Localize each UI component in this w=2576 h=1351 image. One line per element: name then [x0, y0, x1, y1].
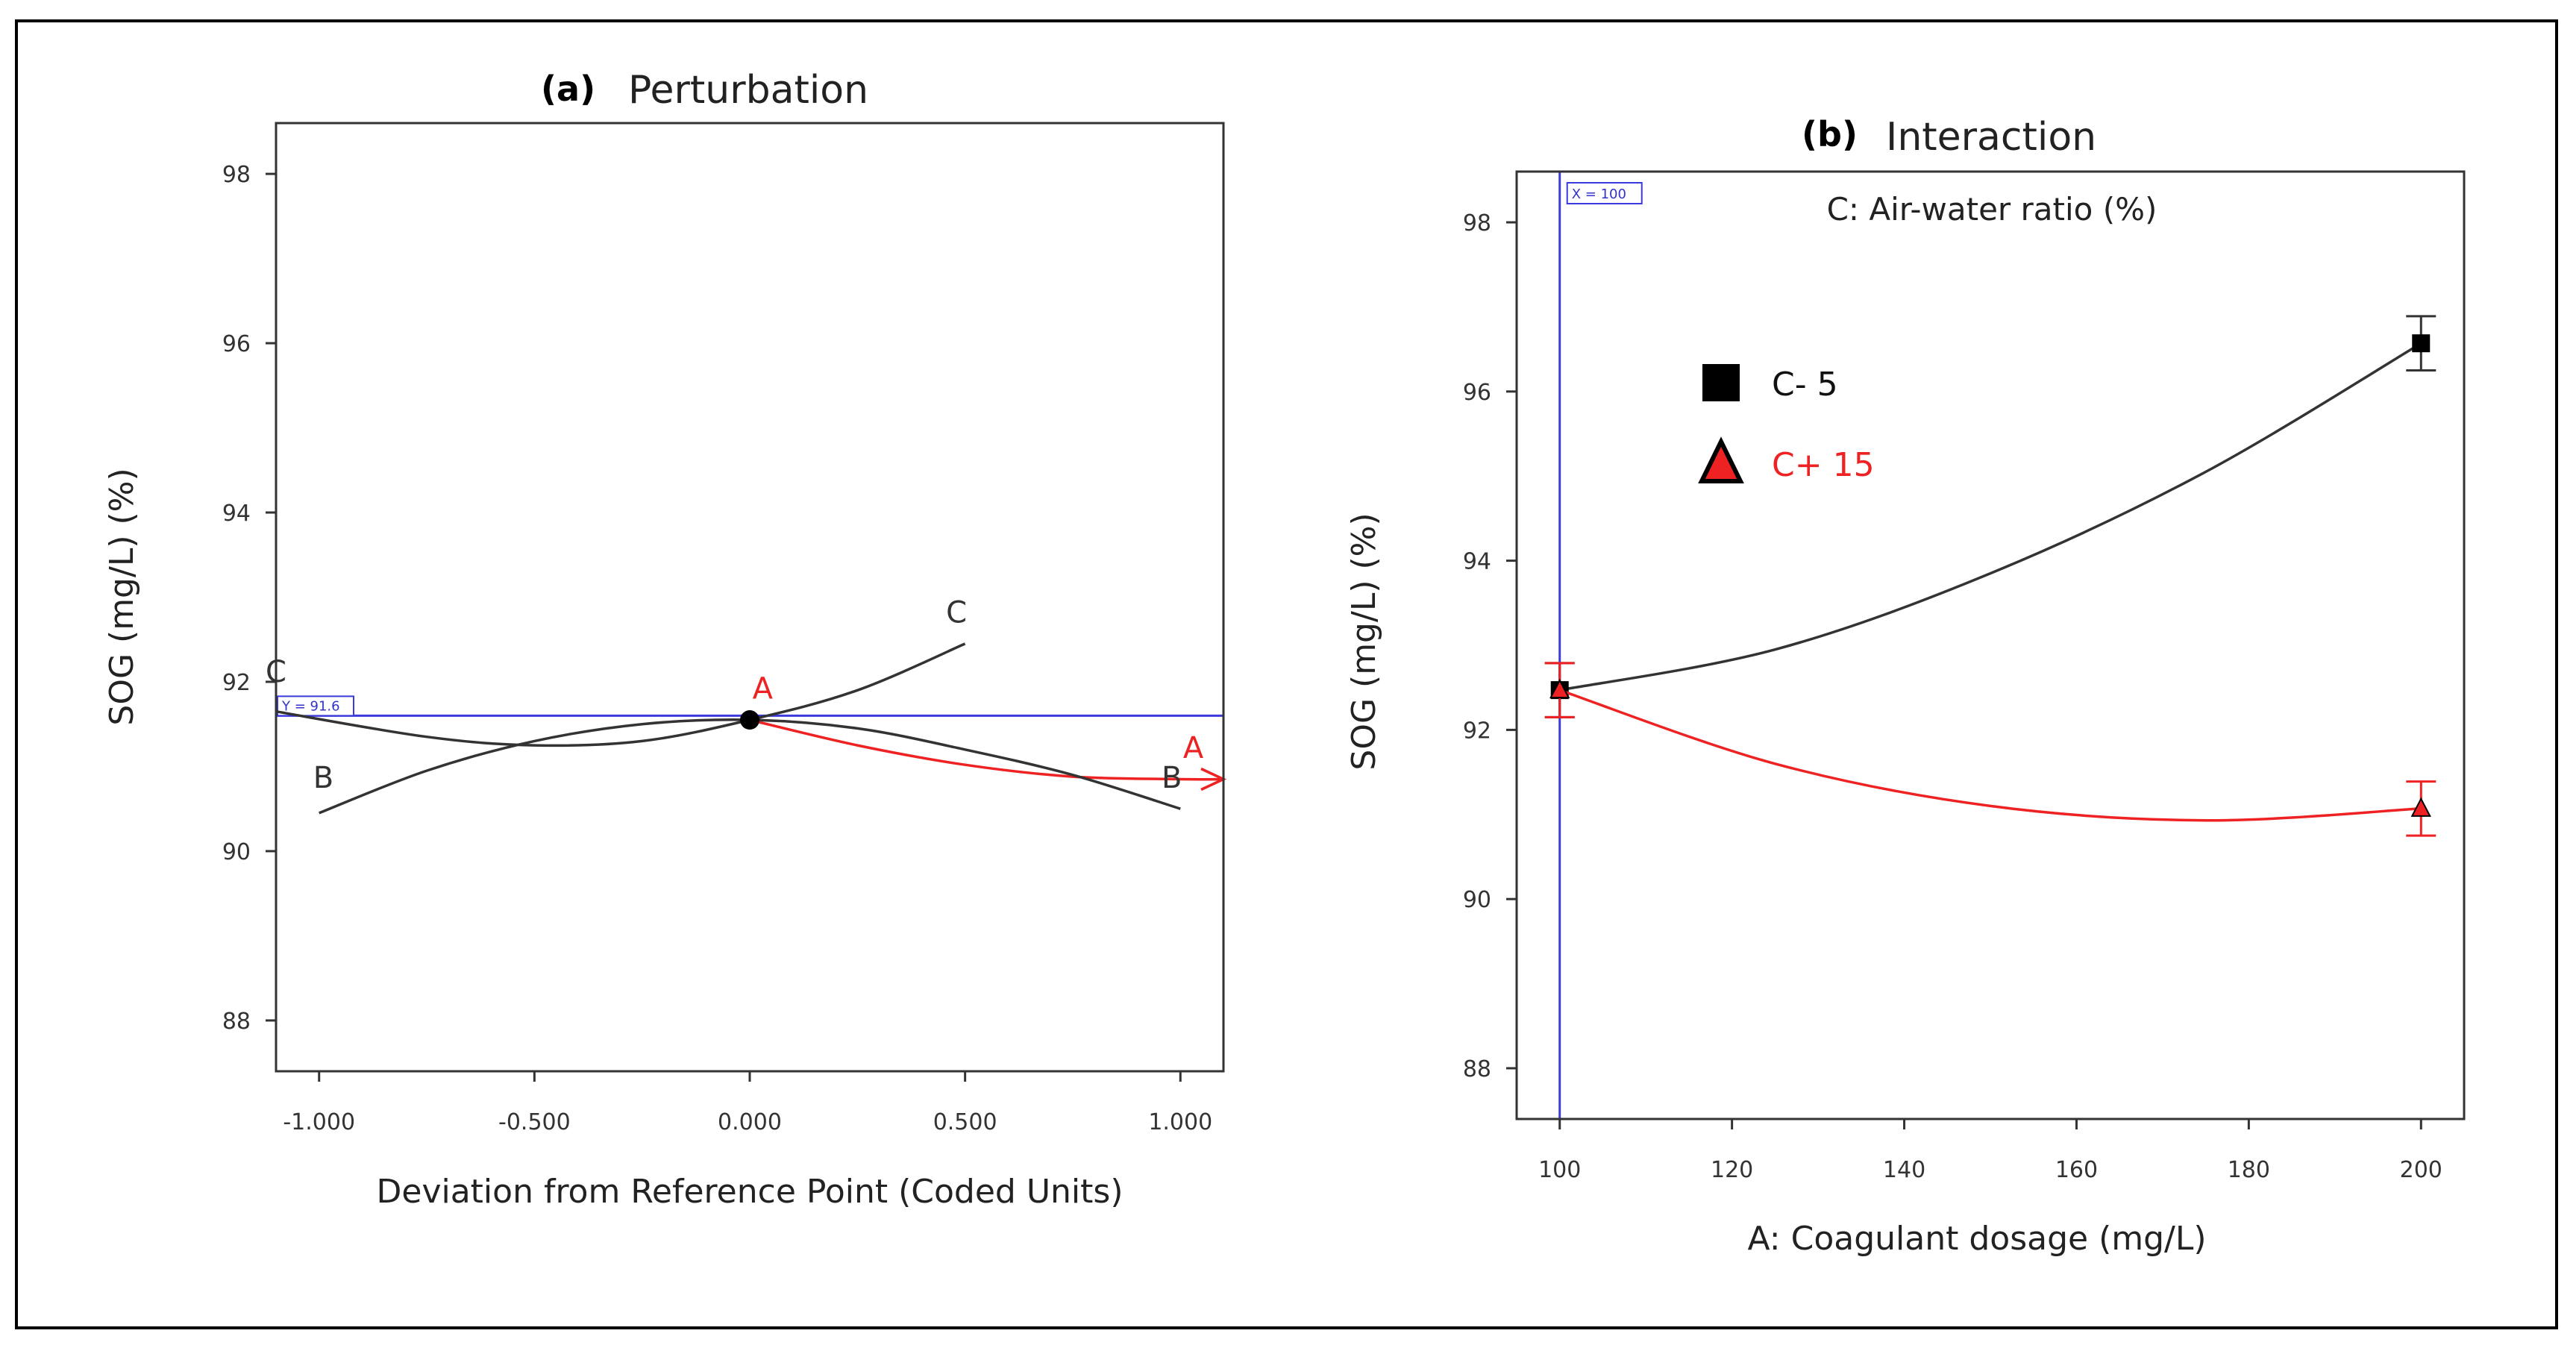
legend-marker-square — [1702, 364, 1740, 401]
panel-b-marker-triangle-0 — [1549, 678, 1570, 699]
panel-b-xtick-label-200: 200 — [2400, 1157, 2442, 1183]
figure-frame — [15, 19, 2558, 1329]
panel-b-plot-area — [1515, 170, 2466, 1120]
panel-b-subtitle: C: Air-water ratio (%) — [1827, 191, 2157, 228]
panel-a-curve-C — [275, 642, 966, 747]
panel-b-marker-square-1 — [2412, 334, 2431, 353]
panel-a-curve-label-A-2: A — [753, 672, 774, 706]
panel-a-curve-A — [749, 718, 1224, 781]
panel-a-reference-point — [740, 710, 759, 730]
panel-b-interaction: (b) Interaction C: Air-water ratio (%) S… — [1345, 114, 2466, 1258]
panel-b-marker-triangle-1 — [2410, 797, 2431, 817]
panel-a-curve-label-A-4: A — [1183, 731, 1204, 765]
panel-b-reference-label-box — [1566, 182, 1643, 204]
legend-label-c-minus: C- 5 — [1772, 366, 1838, 404]
panel-a-curve-label-B-1: B — [313, 761, 333, 795]
panel-a-curve-label-B-5: B — [1162, 761, 1182, 795]
panel-b-xtick-label-160: 160 — [2055, 1157, 2098, 1183]
panel-a-curve-B — [319, 718, 1181, 815]
panel-a-reference-label: Y = 91.6 — [281, 698, 340, 714]
panel-b-x-axis-label: A: Coagulant dosage (mg/L) — [1747, 1220, 2206, 1258]
panel-a-xtick-label-1.000: 1.000 — [1148, 1109, 1212, 1135]
panel-b-xtick-label-120: 120 — [1711, 1157, 1753, 1183]
panel-a-xtick-label--0.500: -0.500 — [498, 1109, 571, 1135]
panel-b-reference: X = 100 — [1558, 172, 1643, 1119]
panel-b-ytick-label-96: 96 — [1463, 380, 1491, 406]
panel-b-xtick-label-180: 180 — [2228, 1157, 2270, 1183]
panel-b-ytick-label-88: 88 — [1463, 1056, 1491, 1082]
panel-b-legend: C- 5 C+ 15 — [1698, 364, 1875, 484]
panel-b-ytick-label-92: 92 — [1463, 718, 1491, 744]
panel-b-title: Interaction — [1886, 115, 2096, 160]
panel-b-x-ticks: 100 120 140 160 180 200 — [1538, 1119, 2442, 1183]
panel-a-plot-area — [275, 122, 1225, 1073]
panel-a-ytick-label-94: 94 — [222, 501, 251, 527]
panel-b-tag: (b) — [1802, 114, 1858, 154]
panel-a-curve-label-C-3: C — [946, 596, 967, 630]
panel-b-curve-0 — [1559, 342, 2422, 692]
panel-b-series — [1544, 315, 2436, 837]
panel-a-series — [275, 642, 1227, 815]
legend-marker-triangle — [1698, 436, 1744, 483]
panel-a-reference-label-box — [277, 695, 354, 717]
panel-b-xtick-label-100: 100 — [1538, 1157, 1581, 1183]
panel-a-y-axis-label: SOG (mg/L) (%) — [103, 468, 141, 725]
panel-a-ytick-label-92: 92 — [222, 670, 251, 696]
legend-label-c-plus: C+ 15 — [1772, 446, 1875, 484]
panel-a-ytick-label-98: 98 — [222, 162, 251, 188]
panel-b-curve-1 — [1559, 689, 2422, 822]
panel-a-title: Perturbation — [628, 68, 868, 113]
panel-a-ytick-label-90: 90 — [222, 839, 251, 865]
panel-b-xtick-label-140: 140 — [1883, 1157, 1925, 1183]
panel-a-ytick-label-96: 96 — [222, 331, 251, 357]
panel-a-ytick-label-88: 88 — [222, 1009, 251, 1035]
panel-b-y-ticks: 88 90 92 94 96 98 — [1463, 210, 1517, 1082]
panel-a-xtick-label-0.000: 0.000 — [718, 1109, 782, 1135]
panel-a-x-ticks: -1.000 -0.500 0.000 0.500 1.000 — [283, 1071, 1212, 1135]
panel-b-ytick-label-90: 90 — [1463, 887, 1491, 913]
panel-b-y-axis-label: SOG (mg/L) (%) — [1345, 512, 1383, 770]
panel-b-ytick-label-98: 98 — [1463, 210, 1491, 236]
panel-b-reference-label: X = 100 — [1572, 186, 1626, 202]
panel-a-x-axis-label: Deviation from Reference Point (Coded Un… — [377, 1173, 1124, 1211]
panel-a-y-ticks: 88 90 92 94 96 98 — [222, 162, 276, 1035]
panel-a-xtick-label-0.500: 0.500 — [933, 1109, 997, 1135]
panel-a-perturbation: (a) Perturbation SOG (mg/L) (%) Deviatio… — [103, 68, 1227, 1211]
panel-b-ytick-label-94: 94 — [1463, 549, 1491, 575]
panel-a-xtick-label--1.000: -1.000 — [283, 1109, 355, 1135]
panel-a-tag: (a) — [541, 69, 595, 109]
